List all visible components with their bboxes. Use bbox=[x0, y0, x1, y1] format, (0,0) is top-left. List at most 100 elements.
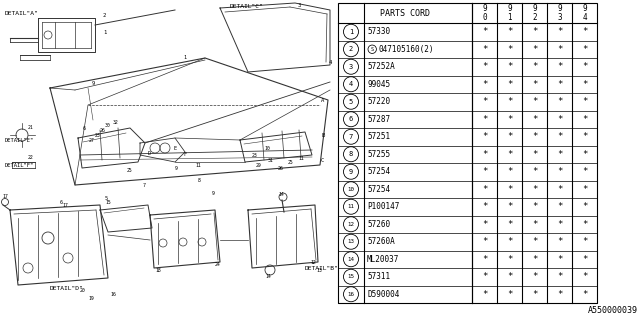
Text: *: * bbox=[507, 185, 512, 194]
Text: 11: 11 bbox=[298, 156, 304, 161]
Text: 26: 26 bbox=[278, 165, 284, 171]
Text: *: * bbox=[482, 80, 487, 89]
Text: 23: 23 bbox=[95, 132, 100, 138]
Text: *: * bbox=[507, 220, 512, 229]
Text: *: * bbox=[532, 62, 537, 71]
Text: *: * bbox=[582, 115, 587, 124]
Text: 21: 21 bbox=[28, 124, 34, 130]
Text: *: * bbox=[482, 290, 487, 299]
Text: *: * bbox=[507, 132, 512, 141]
Text: 9: 9 bbox=[92, 81, 95, 85]
Text: *: * bbox=[532, 27, 537, 36]
Text: 57254: 57254 bbox=[367, 185, 390, 194]
Text: *: * bbox=[557, 132, 562, 141]
Text: 20: 20 bbox=[80, 287, 86, 292]
Text: DETAIL"C": DETAIL"C" bbox=[230, 4, 264, 9]
Text: *: * bbox=[532, 272, 537, 281]
Text: 13: 13 bbox=[316, 268, 322, 273]
Text: 99045: 99045 bbox=[367, 80, 390, 89]
Text: A550000039: A550000039 bbox=[588, 306, 638, 315]
Text: DETAIL"B": DETAIL"B" bbox=[305, 266, 339, 270]
Text: *: * bbox=[582, 220, 587, 229]
Text: 9: 9 bbox=[175, 165, 178, 171]
Text: 57252A: 57252A bbox=[367, 62, 395, 71]
Text: 2: 2 bbox=[349, 46, 353, 52]
Text: *: * bbox=[532, 255, 537, 264]
Text: 14: 14 bbox=[278, 191, 284, 196]
Text: D: D bbox=[148, 150, 151, 156]
Text: *: * bbox=[507, 150, 512, 159]
Text: 7: 7 bbox=[349, 134, 353, 140]
Text: 25: 25 bbox=[288, 159, 294, 164]
Text: 11: 11 bbox=[195, 163, 201, 167]
Text: *: * bbox=[532, 150, 537, 159]
Text: 2: 2 bbox=[103, 12, 106, 18]
Text: *: * bbox=[482, 185, 487, 194]
Text: *: * bbox=[507, 255, 512, 264]
Text: 9: 9 bbox=[482, 4, 487, 13]
Text: 5: 5 bbox=[349, 99, 353, 105]
Text: 6: 6 bbox=[349, 116, 353, 122]
Text: *: * bbox=[532, 185, 537, 194]
Text: *: * bbox=[557, 45, 562, 54]
Text: *: * bbox=[482, 202, 487, 211]
Text: 57287: 57287 bbox=[367, 115, 390, 124]
Text: 1: 1 bbox=[183, 54, 186, 60]
Text: P100147: P100147 bbox=[367, 202, 399, 211]
Text: 1: 1 bbox=[103, 29, 106, 35]
Text: 57220: 57220 bbox=[367, 97, 390, 106]
Text: *: * bbox=[557, 255, 562, 264]
Text: *: * bbox=[557, 97, 562, 106]
Text: *: * bbox=[582, 185, 587, 194]
Text: *: * bbox=[532, 80, 537, 89]
Text: *: * bbox=[482, 97, 487, 106]
Text: 9: 9 bbox=[507, 4, 512, 13]
Text: 18: 18 bbox=[155, 268, 161, 273]
Text: *: * bbox=[532, 45, 537, 54]
Text: 4: 4 bbox=[349, 81, 353, 87]
Text: *: * bbox=[557, 167, 562, 176]
Text: B: B bbox=[321, 132, 324, 138]
Text: 7: 7 bbox=[143, 182, 146, 188]
Text: *: * bbox=[507, 80, 512, 89]
Text: *: * bbox=[532, 220, 537, 229]
Text: *: * bbox=[557, 237, 562, 246]
Text: *: * bbox=[507, 237, 512, 246]
Text: *: * bbox=[482, 255, 487, 264]
Text: 9: 9 bbox=[212, 190, 215, 196]
Text: 16: 16 bbox=[348, 292, 355, 297]
Text: DETAIL"E": DETAIL"E" bbox=[5, 138, 35, 142]
Text: *: * bbox=[532, 202, 537, 211]
Text: 14: 14 bbox=[265, 275, 271, 279]
Text: 57330: 57330 bbox=[367, 27, 390, 36]
Text: 4: 4 bbox=[582, 13, 587, 22]
Text: 17: 17 bbox=[2, 194, 8, 198]
Text: *: * bbox=[557, 150, 562, 159]
Text: *: * bbox=[582, 237, 587, 246]
Text: 8: 8 bbox=[349, 151, 353, 157]
Text: *: * bbox=[482, 237, 487, 246]
Text: 24: 24 bbox=[215, 262, 221, 268]
Text: 31: 31 bbox=[268, 157, 274, 163]
Text: 3: 3 bbox=[349, 64, 353, 70]
Text: *: * bbox=[557, 185, 562, 194]
Text: 9: 9 bbox=[582, 4, 587, 13]
Text: 11: 11 bbox=[348, 204, 355, 209]
Text: DETAIL"F": DETAIL"F" bbox=[5, 163, 35, 167]
Text: D590004: D590004 bbox=[367, 290, 399, 299]
Text: 6: 6 bbox=[83, 125, 86, 131]
Text: C: C bbox=[321, 157, 324, 163]
Text: 047105160(2): 047105160(2) bbox=[378, 45, 434, 54]
Text: *: * bbox=[532, 290, 537, 299]
Text: 6: 6 bbox=[60, 199, 63, 204]
Text: *: * bbox=[557, 62, 562, 71]
Text: 57255: 57255 bbox=[367, 150, 390, 159]
Text: *: * bbox=[482, 272, 487, 281]
Text: 57251: 57251 bbox=[367, 132, 390, 141]
Text: 13: 13 bbox=[348, 239, 355, 244]
Text: *: * bbox=[582, 97, 587, 106]
Text: 10: 10 bbox=[348, 187, 355, 192]
Text: 9: 9 bbox=[557, 4, 562, 13]
Text: *: * bbox=[507, 290, 512, 299]
Text: *: * bbox=[482, 62, 487, 71]
